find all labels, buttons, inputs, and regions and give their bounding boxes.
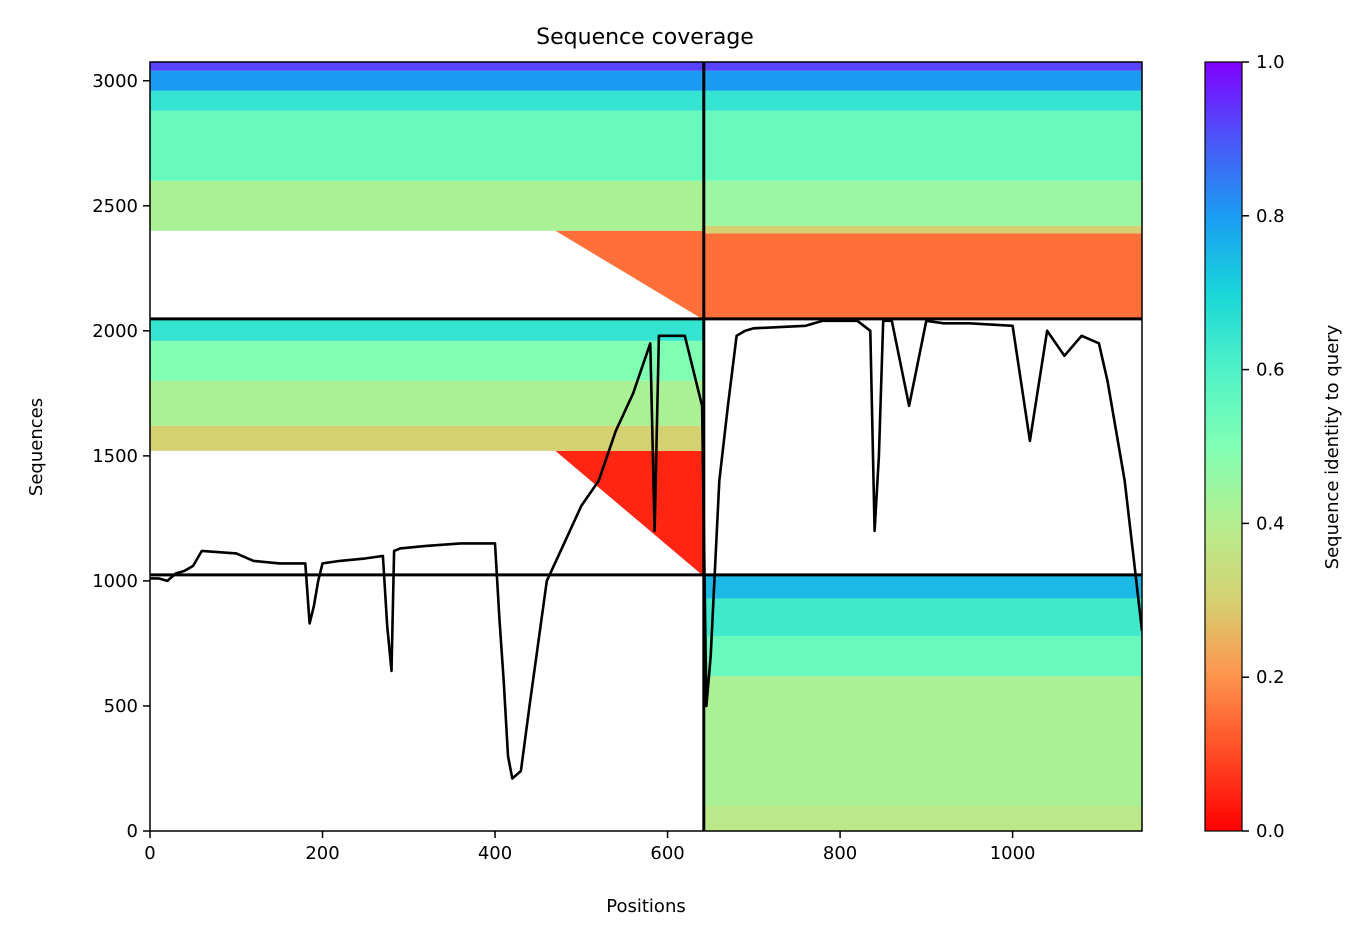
colorbar-tick-label: 0.6 [1256,360,1285,381]
x-axis-label: Positions [606,896,685,917]
heat-band-4-2 [150,110,704,181]
x-tick-label: 1000 [990,843,1036,864]
heat-band-2-4 [150,318,704,341]
heat-band-4-4 [150,70,704,91]
y-tick-label: 0 [127,821,138,842]
heat-band-2-2 [150,380,704,426]
heat-band-2-1 [150,425,704,451]
heat-band-1-1 [703,675,1142,806]
y-axis-label: Sequences [26,398,47,496]
coverage-line-group [150,319,1142,780]
colorbar-ticks: 0.0 0.2 0.4 0.6 0.8 1.0 [1242,52,1285,842]
colorbar-tick-label: 1.0 [1256,52,1285,73]
heat-band-1-2 [703,635,1142,676]
colorbar-tick-label: 0.2 [1256,667,1285,688]
heat-band-3-1 [703,225,1142,234]
heat-band-3-0 [703,233,1142,319]
plot-frame [149,61,1143,832]
heat-band-4-1 [150,180,704,231]
heat-band-4-3 [150,90,704,111]
y-tick-label: 500 [104,696,138,717]
x-tick-label: 0 [144,843,155,864]
y-tick-label: 2500 [92,196,138,217]
heat-band-3-3 [703,110,1142,181]
heat-band-4-0 [555,230,704,319]
coverage-line [150,319,1142,780]
coverage-heatmap [150,62,1142,831]
y-tick-label: 3000 [92,71,138,92]
y-tick-label: 1500 [92,446,138,467]
heat-band-2-0 [555,450,704,575]
x-tick-label: 600 [650,843,684,864]
colorbar-tick-label: 0.4 [1256,513,1285,534]
y-tick-label: 1000 [92,571,138,592]
heat-band-3-4 [703,90,1142,111]
heat-band-2-3 [150,340,704,381]
x-tick-label: 200 [305,843,339,864]
x-tick-label: 800 [823,843,857,864]
heat-band-1-0 [703,805,1142,831]
heat-band-3-5 [703,70,1142,91]
chart-title: Sequence coverage [536,25,754,50]
x-tick-label: 400 [478,843,512,864]
heat-band-1-4 [703,574,1142,599]
heat-band-3-6 [703,62,1142,71]
heat-band-1-3 [703,598,1142,636]
heat-band-4-5 [150,62,704,71]
colorbar-label: Sequence identity to query [1322,324,1343,569]
heat-band-3-2 [703,180,1142,226]
x-axis-ticks: 0 200 400 600 800 1000 [144,831,1036,864]
colorbar-tick-label: 0.8 [1256,206,1285,227]
colorbar-tick-label: 0.0 [1256,821,1285,842]
colorbar [1204,61,1243,832]
y-tick-label: 2000 [92,321,138,342]
y-axis-ticks: 0 500 1000 1500 2000 2500 3000 [92,71,150,842]
